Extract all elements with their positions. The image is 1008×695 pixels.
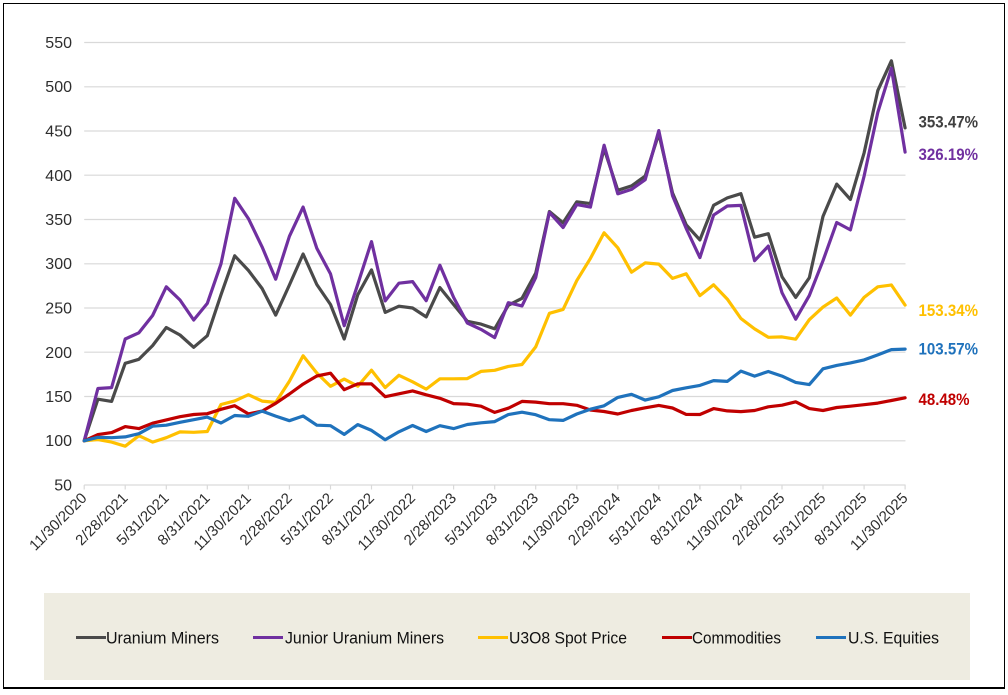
svg-text:103.57%: 103.57% [919,340,979,359]
svg-text:400: 400 [45,168,72,185]
svg-text:153.34%: 153.34% [919,301,979,320]
svg-text:500: 500 [45,79,72,96]
svg-text:550: 550 [45,35,72,52]
svg-text:U.S. Equities: U.S. Equities [848,629,939,648]
svg-text:250: 250 [45,301,72,318]
svg-text:450: 450 [45,124,72,141]
svg-text:100: 100 [45,433,72,450]
svg-text:Commodities: Commodities [692,629,781,648]
svg-text:353.47%: 353.47% [919,113,979,132]
svg-text:Uranium Miners: Uranium Miners [106,629,219,648]
svg-text:300: 300 [45,256,72,273]
svg-text:U3O8 Spot Price: U3O8 Spot Price [509,629,627,648]
svg-text:350: 350 [45,212,72,229]
svg-text:326.19%: 326.19% [919,145,979,164]
svg-text:150: 150 [45,389,72,406]
svg-text:Junior Uranium Miners: Junior Uranium Miners [285,629,444,648]
svg-text:200: 200 [45,345,72,362]
svg-text:48.48%: 48.48% [919,390,970,409]
svg-text:50: 50 [54,478,72,495]
